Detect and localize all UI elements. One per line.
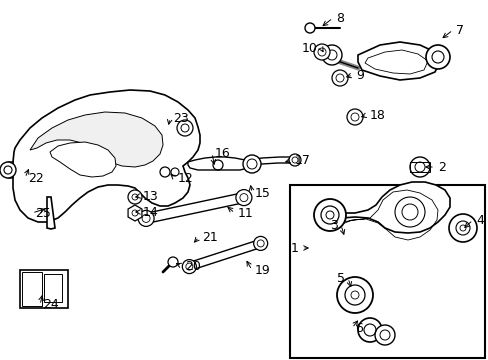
Polygon shape — [47, 197, 55, 229]
Circle shape — [182, 260, 196, 274]
Polygon shape — [319, 182, 449, 233]
Circle shape — [235, 190, 251, 206]
Polygon shape — [30, 112, 163, 167]
Text: 13: 13 — [142, 189, 159, 202]
Text: 16: 16 — [215, 147, 230, 159]
Circle shape — [346, 109, 362, 125]
Circle shape — [0, 162, 16, 178]
Circle shape — [243, 155, 261, 173]
Circle shape — [288, 154, 301, 166]
Polygon shape — [187, 157, 249, 170]
Polygon shape — [357, 42, 439, 80]
Circle shape — [313, 199, 346, 231]
Circle shape — [177, 120, 193, 136]
Circle shape — [409, 157, 429, 177]
Text: 19: 19 — [254, 264, 270, 276]
Text: 10: 10 — [302, 41, 317, 54]
Text: 25: 25 — [35, 207, 51, 220]
Text: 21: 21 — [202, 230, 217, 243]
Text: 23: 23 — [173, 112, 188, 125]
Text: 11: 11 — [238, 207, 253, 220]
Circle shape — [357, 318, 381, 342]
Circle shape — [331, 70, 347, 86]
Polygon shape — [13, 90, 200, 222]
Text: 20: 20 — [184, 260, 201, 273]
Circle shape — [305, 23, 314, 33]
Text: 4: 4 — [475, 213, 483, 226]
Circle shape — [128, 190, 142, 204]
Text: 22: 22 — [28, 171, 43, 185]
Bar — [22, 272, 42, 306]
Text: 2: 2 — [437, 161, 445, 174]
Circle shape — [448, 214, 476, 242]
Text: 1: 1 — [290, 242, 298, 255]
Bar — [409, 162, 429, 172]
Polygon shape — [5, 162, 13, 178]
Circle shape — [374, 325, 394, 345]
Bar — [20, 270, 68, 308]
Polygon shape — [50, 142, 116, 177]
Text: 15: 15 — [254, 186, 270, 199]
Polygon shape — [247, 157, 294, 166]
Text: 17: 17 — [294, 153, 310, 166]
Text: 3: 3 — [329, 219, 337, 231]
Circle shape — [138, 210, 154, 226]
Text: 6: 6 — [354, 321, 362, 334]
Text: 24: 24 — [43, 298, 59, 311]
Circle shape — [394, 197, 424, 227]
Text: 12: 12 — [178, 171, 193, 185]
Text: 5: 5 — [336, 271, 345, 284]
Circle shape — [321, 45, 341, 65]
Text: 8: 8 — [335, 12, 343, 24]
Polygon shape — [145, 193, 244, 223]
Text: 14: 14 — [142, 206, 159, 219]
Polygon shape — [128, 205, 142, 221]
Circle shape — [168, 257, 178, 267]
Bar — [44, 274, 62, 302]
Text: 9: 9 — [355, 68, 363, 81]
Circle shape — [336, 277, 372, 313]
Text: 7: 7 — [455, 23, 463, 36]
Circle shape — [313, 44, 329, 60]
Bar — [289, 185, 484, 358]
Polygon shape — [188, 240, 262, 270]
Circle shape — [425, 45, 449, 69]
Text: 18: 18 — [369, 108, 385, 122]
Circle shape — [253, 237, 267, 251]
